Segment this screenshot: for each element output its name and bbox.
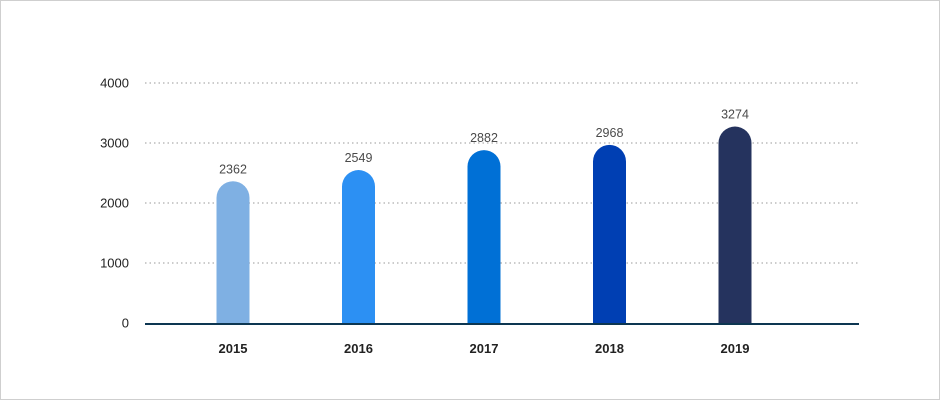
bar-2019: [718, 126, 752, 324]
x-tick-label-2018: 2018: [595, 341, 624, 356]
gridlines: [145, 82, 859, 264]
bar-2018: [593, 144, 626, 323]
y-tick-label: 4000: [100, 76, 129, 91]
data-label-2016: 2549: [345, 151, 373, 165]
bar-2016: [342, 170, 375, 323]
data-label-2018: 2968: [596, 126, 624, 140]
data-labels: 2362 2549 2882 2968 3274: [219, 108, 749, 177]
x-tick-label-2016: 2016: [344, 341, 373, 356]
data-label-2017: 2882: [470, 131, 498, 145]
data-label-2019: 3274: [721, 108, 749, 122]
x-tick-label-2019: 2019: [721, 341, 750, 356]
y-tick-label: 3000: [100, 136, 129, 151]
y-axis-ticks: 0 1000 2000 3000 4000: [100, 76, 129, 331]
y-tick-label: 1000: [100, 256, 129, 271]
bar-2017: [467, 150, 501, 323]
data-label-2015: 2362: [219, 162, 247, 176]
x-axis-ticks: 2015 2016 2017 2018 2019: [219, 341, 750, 356]
x-tick-label-2017: 2017: [470, 341, 499, 356]
bar-2015: [216, 181, 250, 323]
y-tick-label: 0: [122, 316, 129, 331]
x-tick-label-2015: 2015: [219, 341, 248, 356]
y-tick-label: 2000: [100, 196, 129, 211]
bars: [216, 126, 752, 324]
